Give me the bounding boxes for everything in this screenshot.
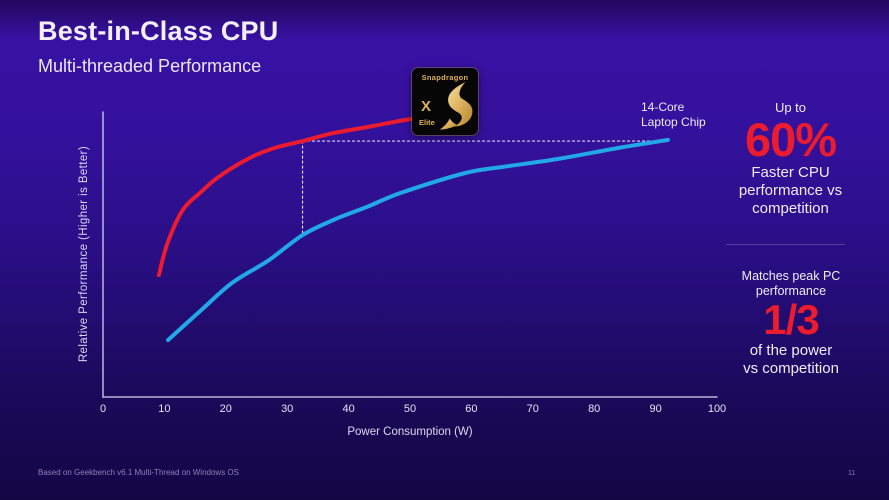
x-tick-label: 30 [281,403,294,415]
x-tick-label: 10 [158,403,171,415]
y-axis-label: Relative Performance (Higher is Better) [78,145,90,363]
x-tick-label: 40 [342,403,355,415]
page-subtitle: Multi-threaded Performance [38,56,262,76]
snapdragon-flame-icon [439,82,473,130]
x-tick-label: 80 [588,403,601,415]
stat2-value: 1/3 [763,296,819,343]
source-footnote: Based on Geekbench v6.1 Multi-Thread on … [38,468,239,477]
x-tick-label: 60 [465,403,478,415]
badge-series-label: X [421,98,432,115]
x-tick-label: 50 [403,403,417,415]
page-title: Best-in-Class CPU [38,16,279,46]
snapdragon-x-elite-badge: Snapdragon X Elite [412,68,478,135]
page-number: 11 [848,470,856,477]
competitor-curve-label: 14-Core Laptop Chip [641,100,706,129]
badge-tier-label: Elite [419,118,435,127]
x-tick-label: 70 [526,403,539,415]
stat1-value: 60% [744,112,837,166]
stat2-description: of the power vs competition [743,341,839,378]
x-tick-label: 100 [707,403,727,415]
stat1-description: Faster CPU performance vs competition [738,163,843,218]
x-tick-label: 20 [219,403,232,415]
stat1-prefix: Up to [774,100,807,115]
stat2-prefix: Matches peak PC performance [741,269,841,298]
x-axis-label: Power Consumption (W) [347,426,473,438]
stats-divider [726,244,845,245]
x-tick-label: 0 [99,403,107,415]
badge-brand-label: Snapdragon [421,73,469,82]
stat-power-efficiency: Matches peak PC performance 1/3 of the p… [712,269,870,378]
x-tick-label: 90 [649,403,662,415]
stat-faster-cpu: Up to 60% Faster CPU performance vs comp… [718,100,863,218]
